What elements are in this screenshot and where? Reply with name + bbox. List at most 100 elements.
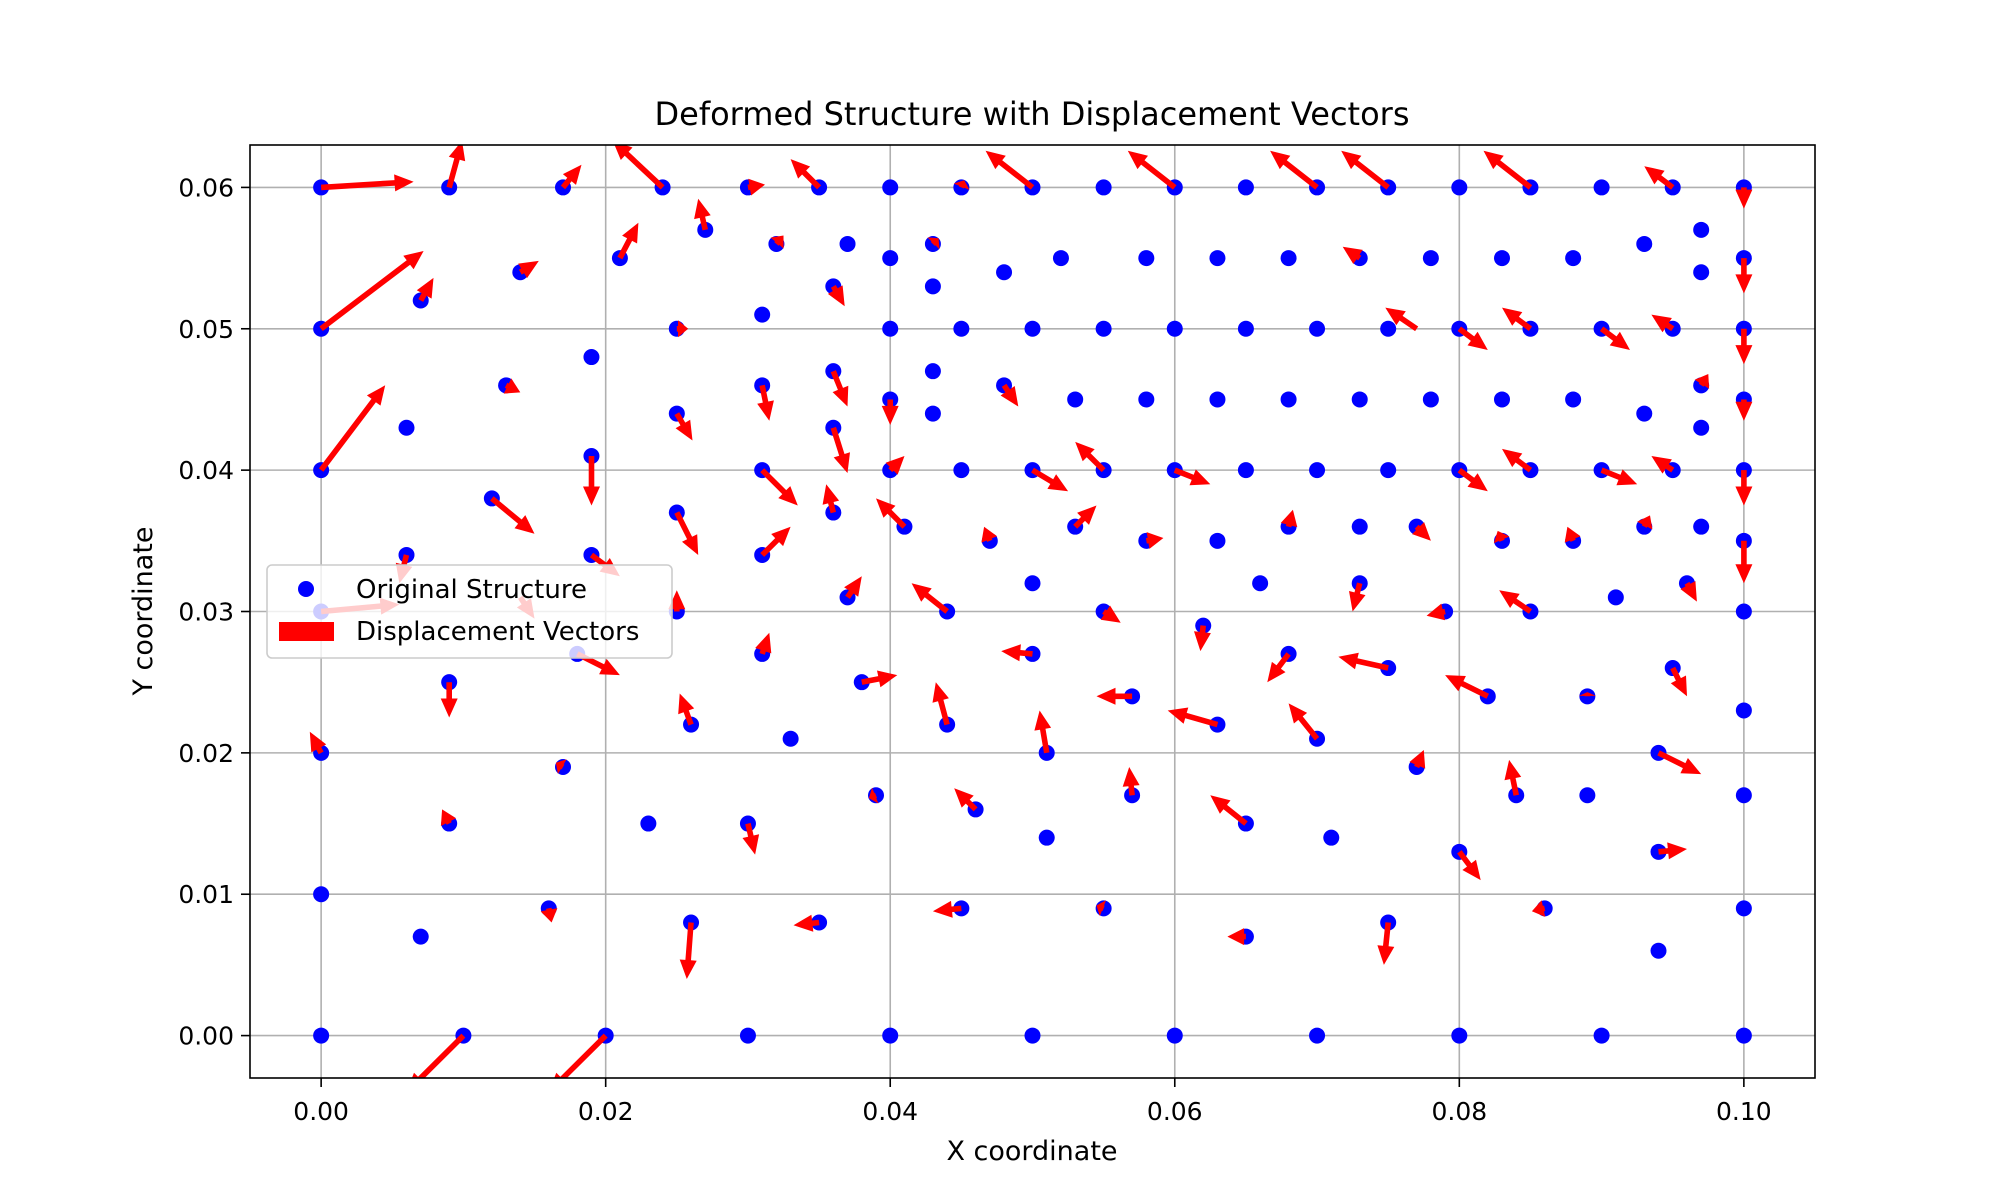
displacement-arrow — [1637, 515, 1653, 530]
displacement-arrow — [503, 378, 521, 394]
structure-point — [1038, 829, 1055, 846]
displacement-arrow — [1644, 166, 1675, 190]
displacement-arrow — [742, 822, 760, 855]
displacement-arrow — [830, 426, 850, 473]
displacement-arrow — [1210, 795, 1248, 826]
displacement-arrow — [1075, 441, 1106, 473]
structure-point — [313, 886, 330, 903]
displacement-arrow — [676, 320, 689, 338]
displacement-arrow — [1735, 328, 1753, 365]
displacement-arrow — [1227, 928, 1246, 946]
structure-point — [1095, 179, 1112, 196]
displacement-arrow — [1599, 326, 1630, 350]
displacement-arrow — [1735, 540, 1753, 584]
structure-point — [1422, 391, 1439, 408]
structure-point — [1693, 419, 1710, 436]
structure-point — [1693, 518, 1710, 535]
structure-point — [1593, 1027, 1610, 1044]
displacement-arrow — [747, 178, 765, 196]
structure-point — [1636, 235, 1653, 252]
structure-point — [1380, 320, 1397, 337]
displacement-arrow — [953, 180, 970, 190]
structure-point — [1650, 843, 1667, 860]
displacement-arrow — [1145, 532, 1164, 549]
displacement-arrow — [760, 526, 791, 557]
structure-point — [1735, 320, 1752, 337]
displacement-arrow — [678, 693, 695, 726]
y-axis-label: Y coordinate — [128, 526, 159, 696]
structure-point — [1209, 250, 1226, 267]
y-tick-label: 0.01 — [178, 880, 234, 909]
displacement-arrow — [679, 922, 697, 979]
displacement-arrow — [1670, 666, 1687, 697]
structure-point — [924, 405, 941, 422]
structure-point — [1052, 250, 1069, 267]
x-tick-label: 0.02 — [578, 1097, 634, 1126]
displacement-arrow — [1096, 687, 1133, 705]
structure-point — [1693, 221, 1710, 238]
structure-point — [1593, 179, 1610, 196]
displacement-arrow — [861, 670, 898, 688]
structure-point — [754, 306, 771, 323]
structure-point — [1351, 518, 1368, 535]
x-axis-label: X coordinate — [946, 1136, 1117, 1167]
y-tick-label: 0.04 — [178, 456, 234, 485]
legend: Original Structure Displacement Vectors — [266, 564, 673, 659]
displacement-arrow — [416, 277, 434, 302]
displacement-arrow — [868, 787, 879, 804]
displacement-arrow — [830, 370, 849, 407]
displacement-arrow — [1342, 246, 1363, 264]
structure-point — [754, 377, 771, 394]
structure-point — [939, 716, 956, 733]
displacement-arrow — [1288, 703, 1320, 741]
legend-marker-vectors — [279, 622, 334, 641]
structure-point — [412, 928, 429, 945]
displacement-arrow — [674, 511, 699, 555]
vectors-layer — [309, 145, 1753, 1078]
displacement-arrow — [1735, 258, 1753, 294]
structure-point — [882, 391, 899, 408]
displacement-arrow — [822, 484, 840, 514]
displacement-arrow — [981, 526, 998, 543]
displacement-arrow — [1457, 467, 1488, 492]
structure-point — [1735, 702, 1752, 719]
structure-point — [1565, 391, 1582, 408]
structure-point — [1735, 1027, 1752, 1044]
chart-title: Deformed Structure with Displacement Vec… — [655, 95, 1410, 133]
displacement-arrow — [1412, 522, 1431, 541]
structure-point — [1095, 320, 1112, 337]
displacement-arrow — [490, 496, 535, 534]
displacement-arrow — [1502, 448, 1533, 473]
displacement-arrow — [583, 456, 600, 506]
structure-point — [1494, 250, 1510, 267]
displacement-arrow — [318, 385, 386, 472]
structure-point — [1735, 900, 1752, 917]
displacement-arrow — [1735, 187, 1753, 209]
displacement-arrow — [911, 583, 949, 614]
structure-point — [313, 1027, 330, 1044]
structure-point — [739, 815, 756, 832]
structure-point — [1380, 462, 1397, 479]
displacement-arrow — [1502, 307, 1533, 331]
displacement-arrow — [554, 1033, 608, 1078]
displacement-arrow — [1341, 150, 1390, 190]
structure-point — [953, 900, 970, 917]
displacement-arrow — [674, 412, 693, 441]
y-tick-label: 0.03 — [178, 598, 234, 627]
displacement-arrow — [694, 198, 711, 231]
y-tick-label: 0.00 — [178, 1022, 234, 1051]
structure-point — [697, 221, 714, 238]
displacement-arrow — [1096, 900, 1107, 916]
structure-point — [1579, 688, 1596, 705]
structure-point — [1693, 264, 1710, 281]
x-tick-label: 0.08 — [1431, 1097, 1487, 1126]
structure-point — [441, 674, 458, 691]
displacement-arrow — [1578, 692, 1596, 697]
displacement-arrow — [1658, 842, 1687, 860]
displacement-arrow — [1127, 150, 1177, 190]
structure-point — [882, 1027, 899, 1044]
displacement-arrow — [793, 914, 820, 932]
structure-point — [1138, 391, 1155, 408]
displacement-arrow — [617, 222, 639, 260]
displacement-arrow — [446, 145, 466, 189]
